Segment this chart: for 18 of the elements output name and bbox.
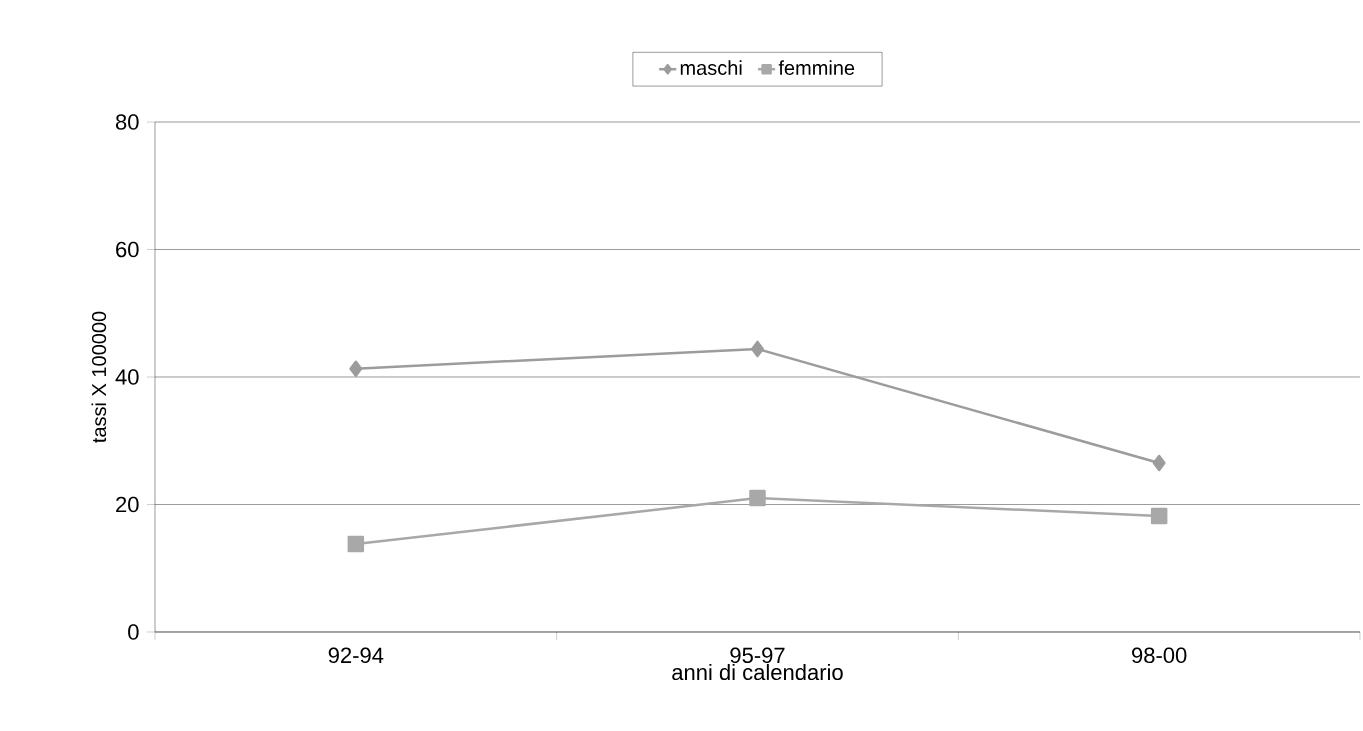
point (347, 535, 365, 553)
point (349, 360, 363, 377)
y-tick-label: 40 (115, 369, 139, 385)
x-axis-title: anni di calendario (672, 663, 843, 681)
point (750, 340, 764, 358)
y-tick-label: 0 (128, 624, 139, 640)
y-tick-label: 80 (115, 114, 139, 130)
legend-label: femmine (778, 60, 855, 75)
y-axis-title: tassi X 100000 (91, 311, 107, 443)
y-tick-label: 60 (116, 241, 139, 258)
x-tick-label: 92-94 (328, 647, 384, 664)
point (749, 489, 766, 507)
point (1152, 454, 1166, 472)
y-tick-label: 20 (116, 496, 139, 513)
x-tick-label: 98-00 (1132, 647, 1187, 664)
legend-label: maschi (680, 60, 742, 75)
point (1150, 507, 1168, 525)
x-tick-label: 95-97 (730, 647, 785, 664)
